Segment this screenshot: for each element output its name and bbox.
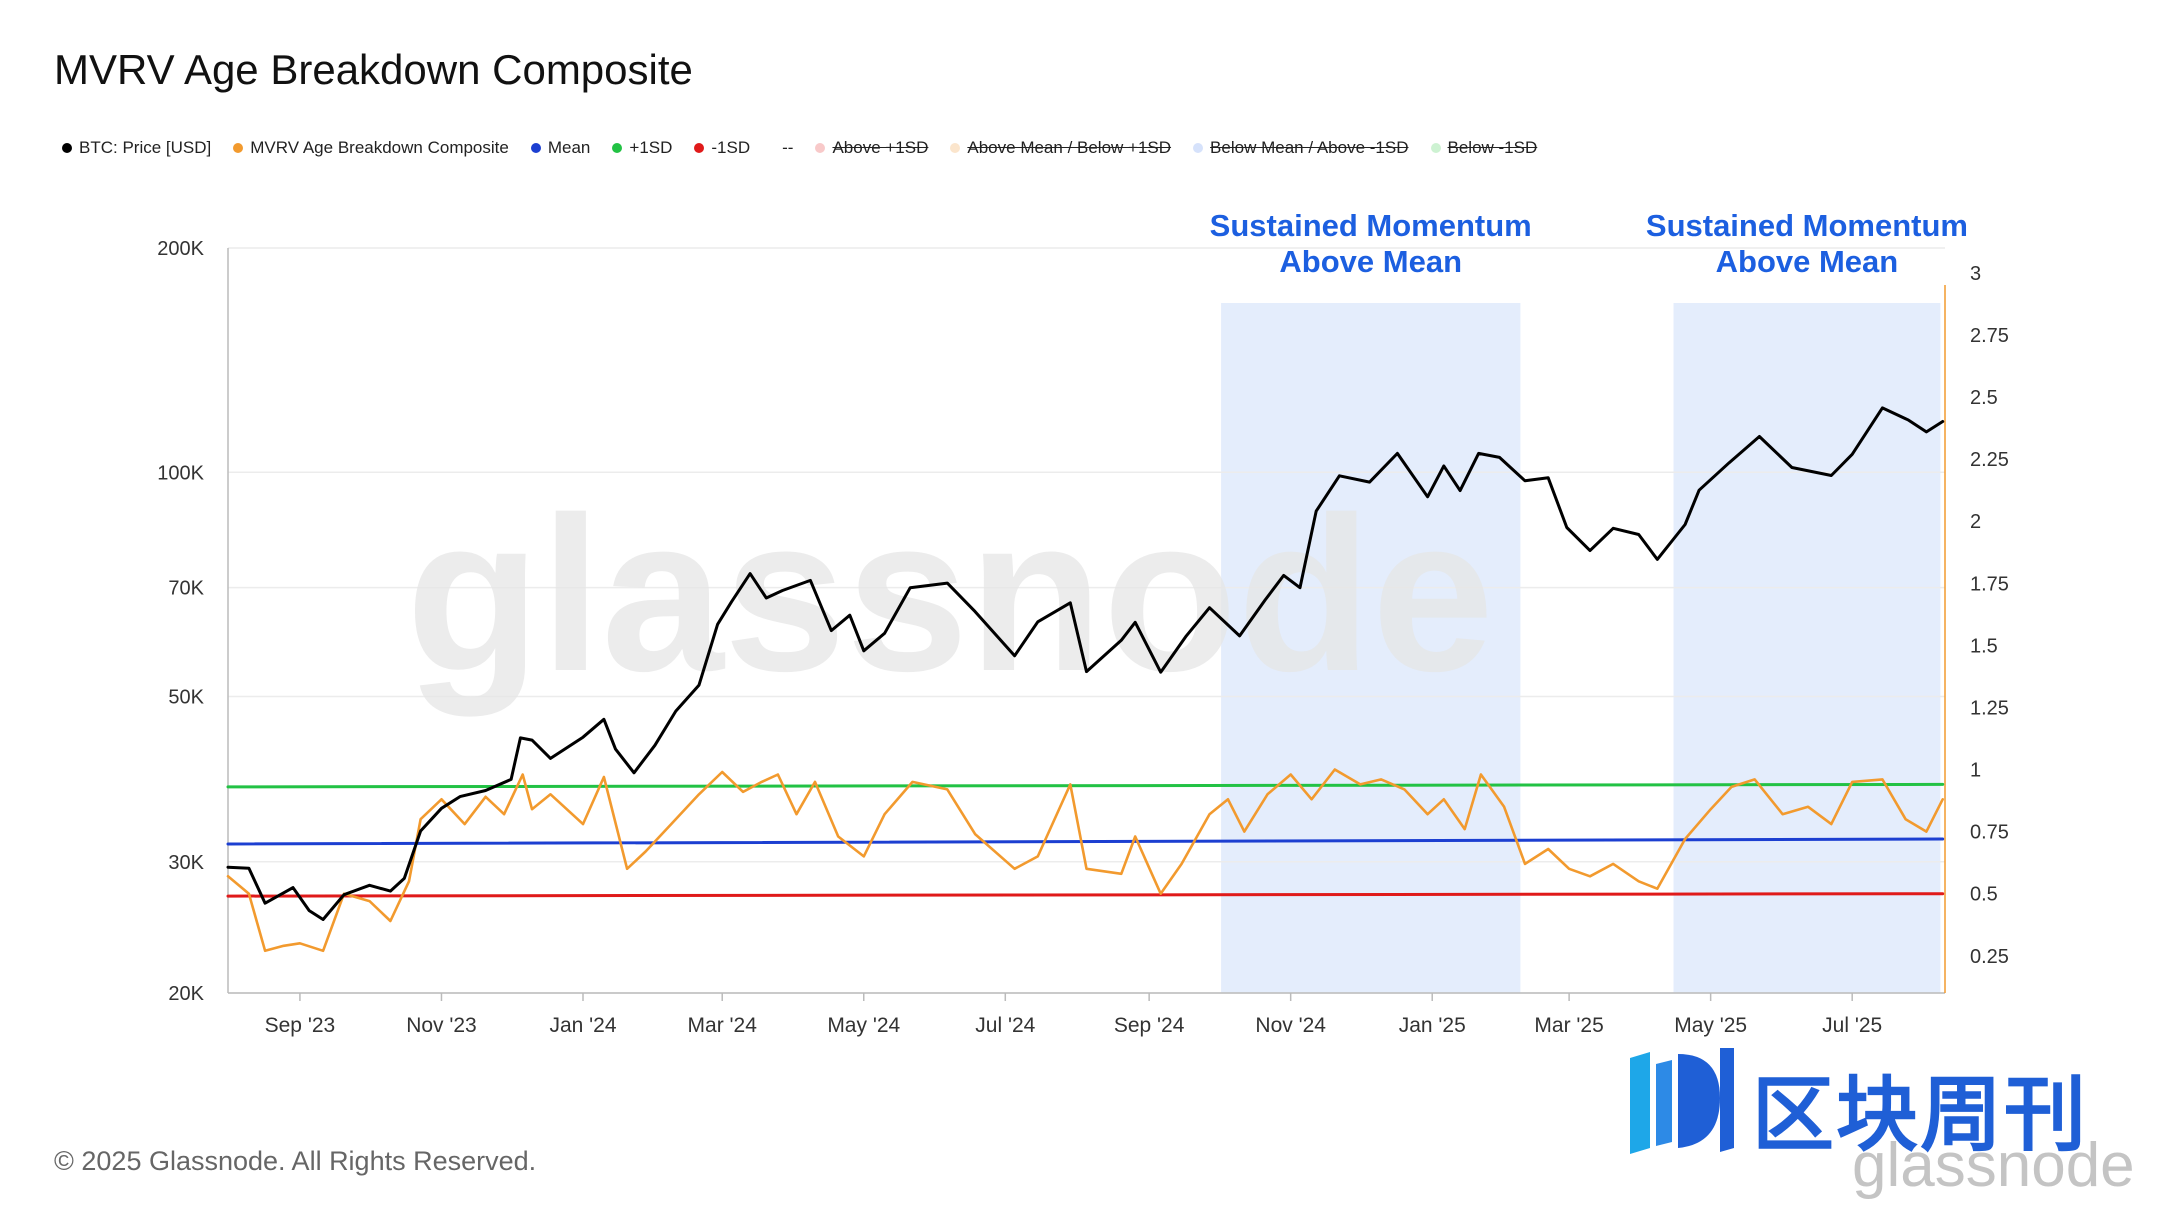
legend-price-label: BTC: Price [USD] [79,138,212,157]
legend-plus1sd-swatch [612,143,623,153]
highlight-band-2 [1673,303,1941,993]
logo-mark-icon [1630,1048,1734,1154]
logo-subtext: glassnode [1852,1131,2135,1200]
x-tick-label: Nov '23 [406,1014,477,1037]
legend-item-minus1sd[interactable]: -1SD [694,138,750,158]
legend-minus1sd-label: -1SD [711,138,751,157]
y-left-tick-label: 50K [168,687,204,709]
legend-item-plus1sd[interactable]: +1SD [612,138,672,158]
annotation-1-line-1: Sustained Momentum [1210,208,1532,243]
legend-item-below-mean[interactable]: Below Mean / Above -1SD [1193,138,1409,158]
legend-plus1sd-label: +1SD [629,138,673,157]
legend-item-above-mean[interactable]: Above Mean / Below +1SD [950,138,1171,158]
x-tick-label: Sep '23 [265,1014,336,1037]
y-right-tick-label: 0.25 [1970,946,2009,968]
y-right-tick-label: 2.75 [1970,325,2009,347]
x-tick-label: Jul '24 [975,1014,1035,1037]
series-line-mean [226,837,1945,846]
series-line-btc-price-usd [226,406,1945,921]
legend-item-mean[interactable]: Mean [530,138,591,158]
logo-chinese-text: 区块周刊 [1752,1068,2089,1163]
series-line-1sd [226,892,1945,898]
legend-item-above-1sd[interactable]: Above +1SD [815,138,928,158]
y-right-tick-label: 1.25 [1970,697,2009,719]
legend-item-price[interactable]: BTC: Price [USD] [62,138,211,158]
series-line-1sd [226,782,1945,789]
legend-mean-swatch [530,143,541,153]
chart-legend: BTC: Price [USD] MVRV Age Breakdown Comp… [62,136,1559,160]
x-tick-label: Sep '24 [1114,1014,1185,1037]
y-right-tick-label: 2.5 [1970,387,1998,409]
series-line-mvrv-age-breakdown-composite [226,768,1944,953]
legend-item-below-1sd[interactable]: Below -1SD [1430,138,1538,158]
highlight-bands [1221,303,1941,993]
annotation-1-line-2: Above Mean [1279,244,1462,279]
legend-item-dashes[interactable]: -- [772,138,793,158]
y-left-tick-label: 70K [168,578,204,600]
annotation-2-line-1: Sustained Momentum [1646,208,1968,243]
y-left-tick-label: 200K [157,238,204,260]
x-tick-label: Mar '25 [1534,1014,1603,1037]
series-lines [226,406,1945,953]
legend-below-mean-label: Below Mean / Above -1SD [1210,138,1409,157]
x-tick-label: Jul '25 [1822,1014,1882,1037]
y-left-tick-label: 30K [168,852,204,874]
y-right-tick-label: 1.75 [1970,573,2009,595]
y-left-tick-label: 20K [168,983,204,1005]
y-right-tick-label: 2.25 [1970,449,2009,471]
legend-above-mean-swatch [950,143,961,153]
x-tick-label: Jan '24 [549,1014,616,1037]
y-right-tick-label: 2 [1970,511,1981,533]
legend-below-1sd-swatch [1430,143,1441,153]
legend-minus1sd-swatch [694,143,705,153]
legend-composite-swatch [233,143,244,153]
y-right-tick-label: 1.5 [1970,635,1998,657]
legend-above-1sd-label: Above +1SD [832,138,929,157]
copyright-text: © 2025 Glassnode. All Rights Reserved. [54,1146,537,1176]
watermark: glassnode [406,471,1494,717]
x-tick-label: May '24 [827,1014,900,1037]
x-tick-label: Jan '25 [1399,1014,1466,1037]
legend-item-composite[interactable]: MVRV Age Breakdown Composite [233,138,509,158]
legend-price-swatch [62,143,72,153]
y-right-tick-label: 1 [1970,760,1981,782]
y-right-tick-label: 0.5 [1970,884,1998,906]
highlight-band-1 [1221,303,1521,993]
x-tick-label: Mar '24 [688,1014,758,1037]
y-right-tick-label: 3 [1970,263,1981,285]
legend-mean-label: Mean [547,138,591,157]
legend-below-1sd-label: Below -1SD [1447,138,1538,157]
legend-below-mean-swatch [1193,143,1204,153]
legend-dashes-label: -- [782,138,794,157]
x-tick-label: May '25 [1674,1014,1747,1037]
axes: 20K 30K 50K 70K 100K 200K 0.25 0.5 0.75 1 1.25 1.5 1… [157,238,2009,1037]
y-right-tick-label: 0.75 [1970,822,2009,844]
x-tick-label: Nov '24 [1255,1014,1326,1037]
annotation-2-line-2: Above Mean [1716,244,1899,279]
legend-above-1sd-swatch [815,143,826,153]
legend-above-mean-label: Above Mean / Below +1SD [967,138,1172,157]
y-left-tick-label: 100K [157,462,204,484]
chart-title: MVRV Age Breakdown Composite [54,46,693,93]
legend-composite-label: MVRV Age Breakdown Composite [250,138,509,157]
publisher-logo [1620,1040,2160,1210]
